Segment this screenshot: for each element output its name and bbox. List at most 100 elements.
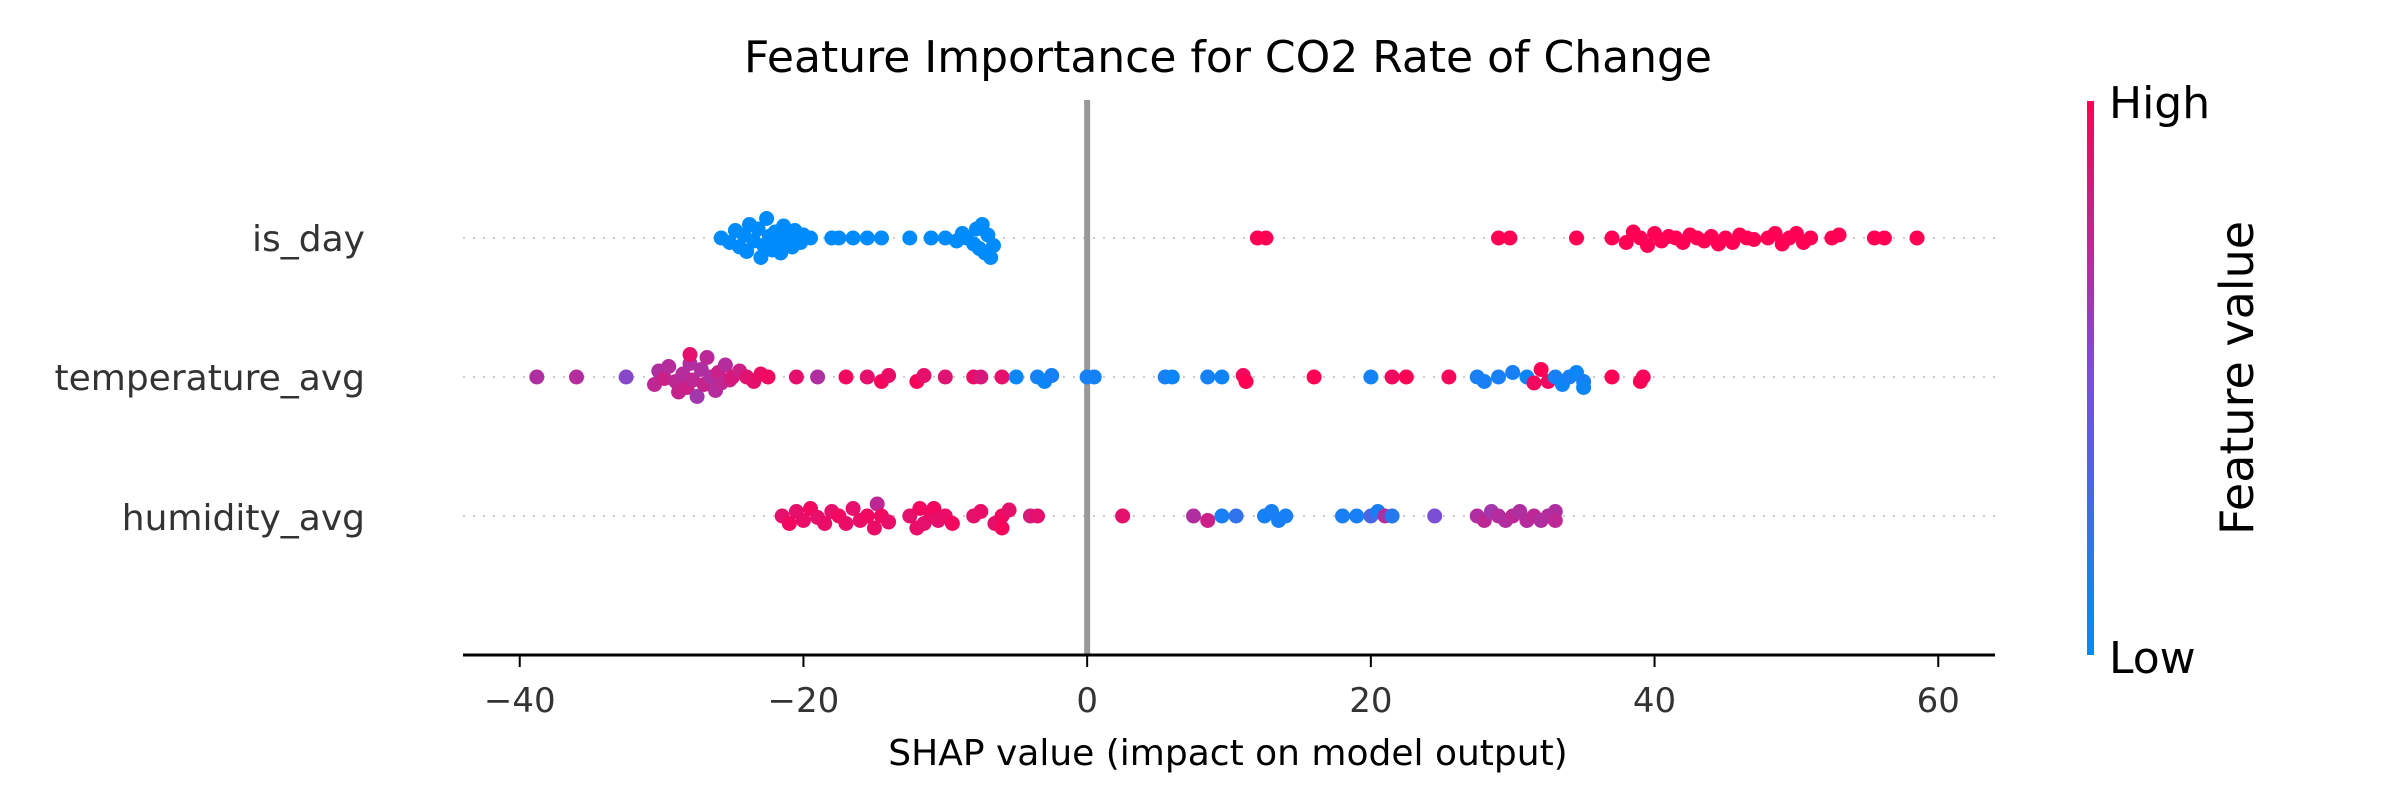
point-temperature-avg-5 [656,371,672,386]
point-is-day-47 [1491,230,1506,246]
point-is-day-44 [986,238,1001,253]
point-is-day-43 [983,250,999,265]
point-is-day-31 [902,230,918,246]
point-is-day-50 [1604,230,1620,246]
colorbar-title: Feature value [2210,221,2264,535]
point-humidity-avg-13 [866,520,882,536]
point-humidity-avg-30 [994,520,1010,536]
point-temperature-avg-41 [994,369,1010,385]
point-is-day-71 [1767,226,1783,241]
point-temperature-avg-56 [1384,369,1400,385]
point-temperature-avg-16 [699,350,715,365]
point-is-day-29 [859,230,875,246]
x-axis-ticks: −40 −20 0 20 40 60 [484,655,1960,721]
point-humidity-avg-14 [869,496,885,512]
point-humidity-avg-31 [1001,502,1017,518]
point-temperature-avg-32 [838,369,854,385]
point-temperature-avg-38 [937,369,953,385]
point-temperature-avg-47 [1086,369,1102,385]
point-temperature-avg-1 [569,369,584,385]
point-temperature-avg-29 [682,347,698,362]
point-humidity-avg-1 [781,516,797,531]
point-temperature-avg-31 [810,369,826,385]
point-temperature-avg-64 [1526,375,1542,391]
point-is-day-51 [1618,235,1634,250]
point-humidity-avg-25 [944,516,960,531]
point-is-day-28 [845,230,861,246]
point-humidity-avg-36 [1200,513,1216,528]
x-tick-label-3: 20 [1349,681,1392,721]
point-is-day-25 [803,230,818,246]
point-temperature-avg-50 [1200,369,1216,385]
point-temperature-avg-2 [618,369,634,385]
x-tick-label-5: 60 [1917,681,1960,721]
point-is-day-81 [1909,230,1925,246]
point-humidity-avg-48 [1384,508,1400,524]
point-temperature-avg-60 [1476,374,1492,389]
data-points [529,211,1925,536]
point-is-day-30 [874,230,889,246]
point-humidity-avg-9 [838,516,854,531]
point-temperature-avg-21 [717,357,733,373]
point-humidity-avg-34 [1115,508,1131,524]
point-temperature-avg-35 [881,368,897,383]
x-tick-label-0: −40 [484,681,556,721]
point-temperature-avg-73 [1604,369,1620,385]
point-temperature-avg-54 [1306,369,1322,385]
point-temperature-avg-62 [1505,365,1521,380]
point-humidity-avg-44 [1349,508,1365,524]
point-is-day-54 [1640,238,1655,253]
point-humidity-avg-49 [1427,508,1443,524]
point-temperature-avg-55 [1363,369,1379,385]
point-humidity-avg-37 [1214,508,1230,524]
x-tick-label-4: 40 [1633,681,1676,721]
point-temperature-avg-13 [689,389,705,404]
colorbar-low-label: Low [2109,633,2196,684]
point-is-day-32 [923,230,939,246]
chart-title: Feature Importance for CO2 Rate of Chang… [744,32,1712,83]
point-humidity-avg-35 [1186,508,1201,524]
point-humidity-avg-22 [926,501,942,516]
feature-label-is-day: is_day [252,219,365,260]
point-is-day-8 [750,221,766,237]
point-humidity-avg-27 [973,504,989,519]
point-humidity-avg-33 [1030,508,1045,524]
feature-label-humidity-avg: humidity_avg [122,498,365,539]
point-temperature-avg-28 [760,369,776,385]
point-temperature-avg-33 [859,369,875,385]
point-humidity-avg-12 [859,508,875,524]
point-humidity-avg-3 [795,513,811,528]
point-temperature-avg-6 [661,359,677,374]
point-is-day-46 [1258,230,1274,246]
colorbar [2087,101,2094,655]
point-temperature-avg-57 [1398,369,1414,385]
point-humidity-avg-10 [845,501,861,516]
point-temperature-avg-30 [788,369,804,385]
point-humidity-avg-42 [1278,508,1294,524]
point-humidity-avg-6 [817,516,833,531]
point-humidity-avg-38 [1228,508,1244,524]
point-temperature-avg-72 [1576,380,1592,395]
colorbar-high-label: High [2109,78,2210,129]
point-temperature-avg-0 [529,369,545,385]
point-temperature-avg-37 [916,368,932,383]
point-temperature-avg-12 [685,372,701,388]
point-humidity-avg-43 [1335,508,1350,524]
point-temperature-avg-45 [1044,368,1060,383]
point-humidity-avg-19 [912,501,928,516]
point-temperature-avg-75 [1635,369,1651,385]
point-is-day-76 [1803,230,1819,246]
point-temperature-avg-65 [1533,362,1549,377]
point-is-day-80 [1876,230,1892,246]
point-humidity-avg-16 [881,514,897,530]
point-is-day-78 [1831,227,1847,243]
point-is-day-48 [1502,230,1518,246]
point-is-day-33 [937,230,953,246]
x-tick-label-2: 0 [1076,681,1098,721]
point-temperature-avg-49 [1164,369,1180,385]
point-temperature-avg-40 [973,369,989,385]
point-is-day-5 [739,244,755,259]
point-is-day-11 [759,211,775,226]
point-temperature-avg-51 [1214,369,1230,385]
